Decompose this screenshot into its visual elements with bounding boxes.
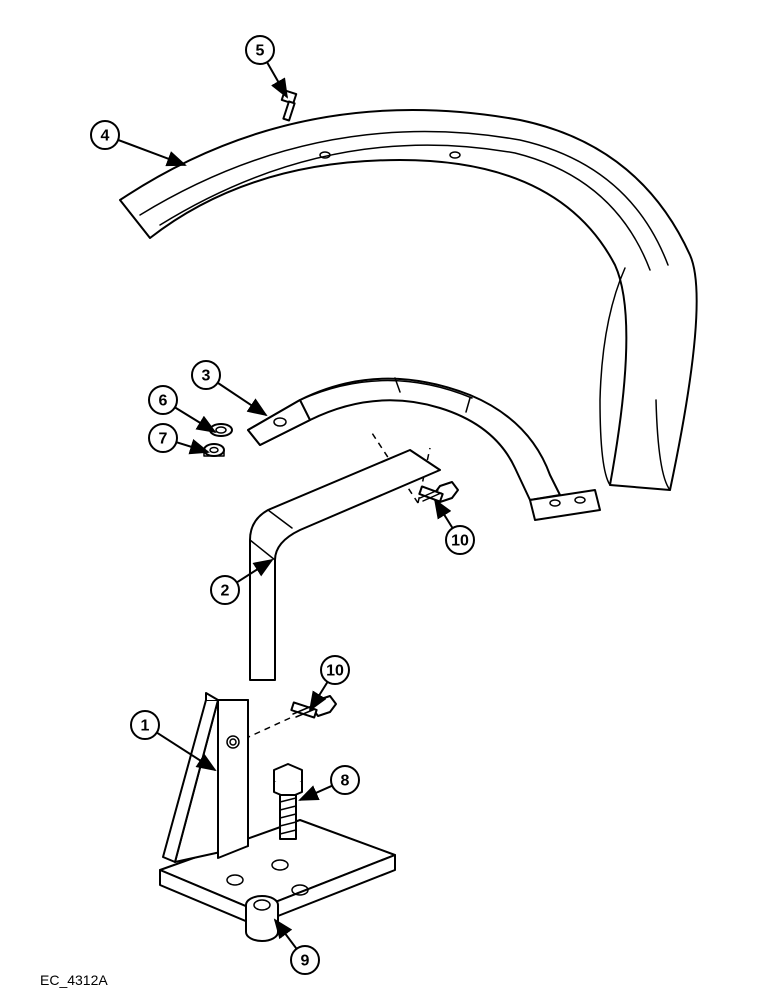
support-arm [250,450,440,680]
callout-number: 10 [326,663,344,680]
callout-number: 9 [301,953,310,970]
callout-leader [435,500,453,528]
fender-bolt [282,90,297,120]
callout-number: 10 [451,533,469,550]
callout-number: 1 [141,718,150,735]
callout-leader [118,140,185,165]
callout-number: 2 [221,583,230,600]
callout-number: 8 [341,773,350,790]
assembly-bolt-upper [419,482,458,502]
lower-bracket [160,693,395,925]
callout-number: 6 [159,393,168,410]
callout-leader [267,62,287,97]
callout-number: 4 [101,128,110,145]
callout-leader [175,407,215,432]
nut [204,444,224,456]
fender [120,110,697,490]
callout-leader [176,442,208,452]
parts-diagram: 1 2 3 4 5 6 7 8 9 10 10 EC_4312A [0,0,772,1000]
callout-number: 5 [256,43,265,60]
reference-label: EC_4312A [40,972,108,988]
callout-number: 3 [202,368,211,385]
callout-leader [218,383,266,415]
callout-leader [300,786,332,800]
assembly-bolt-lower [291,696,336,718]
spacer-bushing [246,896,278,941]
callout-number: 7 [159,431,168,448]
